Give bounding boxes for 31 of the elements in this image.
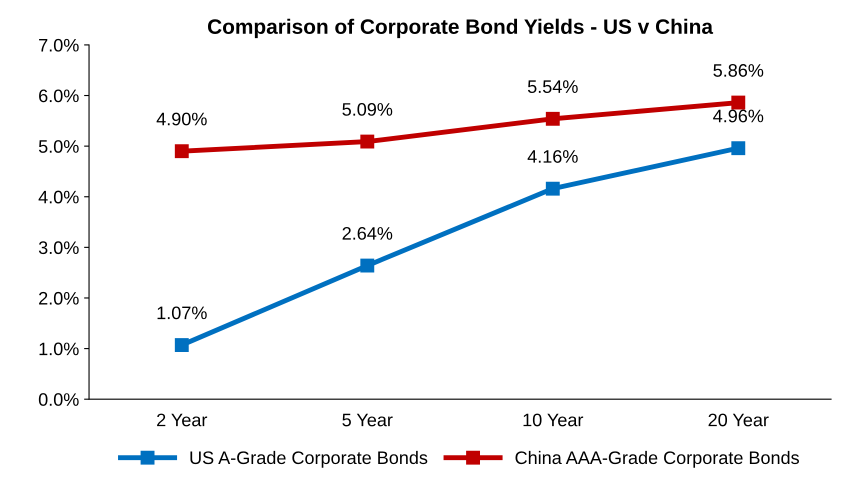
point (546, 112, 560, 126)
data-label: 4.96% (713, 110, 764, 122)
x-tick-label: 10 Year (524, 414, 584, 426)
data-label: 5.54% (528, 80, 578, 94)
y-tick-label: 3.0% (38, 241, 79, 254)
point (360, 134, 374, 149)
point (174, 144, 189, 158)
y-tick-label: 2.0% (39, 292, 79, 305)
y-tick-label: 7.0% (39, 38, 79, 52)
y-tick-label: 0.0% (38, 393, 79, 406)
data-label: 4.90% (156, 112, 207, 126)
point (360, 258, 374, 273)
point (174, 338, 189, 352)
y-tick-label: 5.0% (38, 140, 79, 153)
y-tick-label: 1.0% (40, 342, 79, 356)
chart-title: Comparison of Corporate Bond Yields - US v China (208, 18, 714, 38)
y-tick-label: 4.0% (38, 190, 79, 204)
data-label: 2.64% (342, 227, 392, 240)
legend-label: US A-Grade Corporate Bonds (190, 450, 428, 468)
data-label: 1.07% (158, 306, 207, 320)
x-tick-label: 5 Year (342, 414, 393, 426)
data-label: 5.09% (342, 103, 392, 116)
point (546, 182, 560, 196)
point (731, 96, 746, 110)
x-tick-label: 20 Year (708, 414, 769, 426)
legend-label: China AAA-Grade Corporate Bonds (516, 450, 799, 468)
y-tick-label: 6.0% (39, 89, 79, 102)
x-tick-label: 2 Year (157, 414, 208, 426)
point (731, 141, 746, 156)
data-label: 5.86% (713, 64, 764, 77)
data-label: 4.16% (528, 150, 578, 163)
